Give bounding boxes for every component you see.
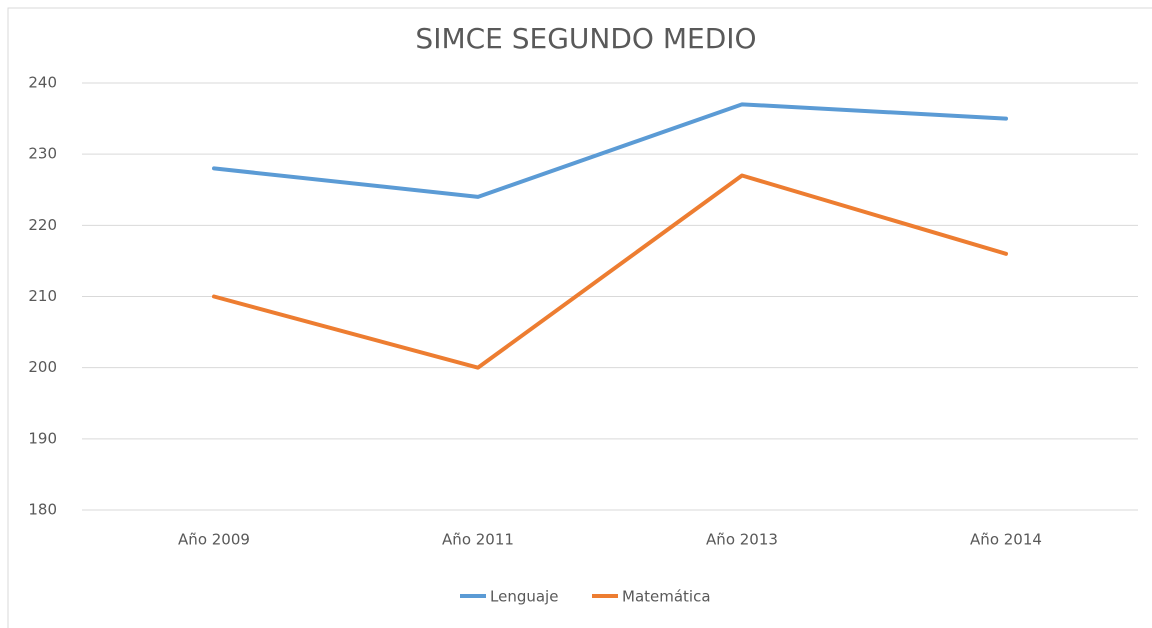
line-series — [212, 102, 1008, 199]
y-tick-label: 230 — [28, 145, 57, 163]
legend-label: Lenguaje — [490, 588, 558, 606]
y-tick-label: 190 — [28, 429, 57, 447]
line-series — [212, 173, 1008, 370]
x-tick-label: Año 2013 — [706, 531, 778, 549]
x-tick-label: Año 2011 — [442, 531, 514, 549]
chart-title: SIMCE SEGUNDO MEDIO — [415, 22, 756, 55]
y-tick-label: 180 — [28, 501, 57, 519]
legend-label: Matemática — [622, 588, 711, 606]
chart-border — [7, 7, 1152, 628]
y-tick-label: 200 — [28, 358, 57, 376]
x-tick-label: Año 2014 — [970, 531, 1042, 549]
y-tick-label: 210 — [28, 287, 57, 305]
y-tick-label: 220 — [28, 216, 57, 234]
x-tick-label: Año 2009 — [178, 531, 250, 549]
y-tick-label: 240 — [28, 74, 57, 92]
